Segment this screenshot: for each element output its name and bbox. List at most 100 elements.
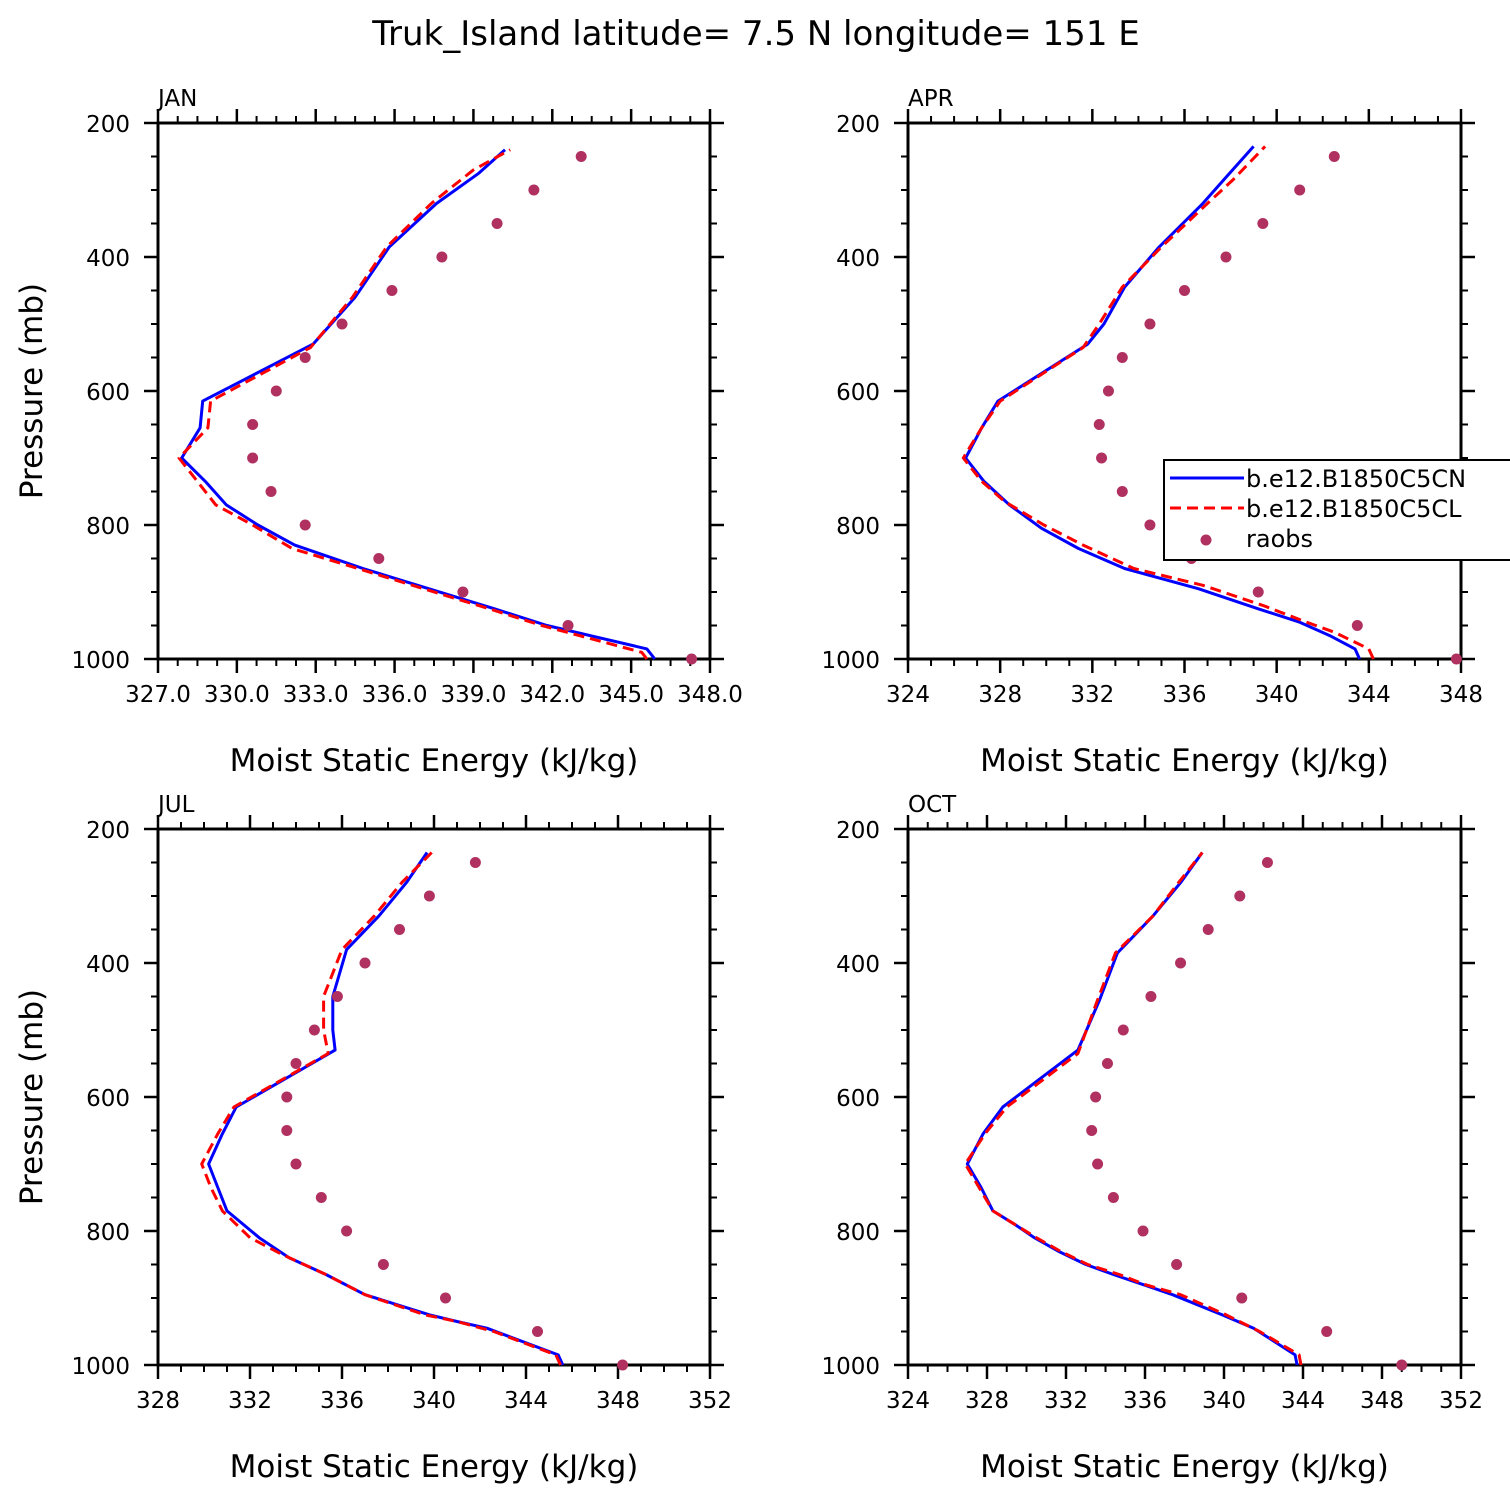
raobs-point	[1096, 452, 1108, 464]
raobs-point	[315, 1192, 327, 1203]
raobs-point	[290, 1158, 302, 1170]
x-tick-label: 345.0	[598, 682, 664, 708]
x-axis-label: Moist Static Energy (kJ/kg)	[980, 1449, 1389, 1485]
x-tick-label: 336	[320, 1388, 364, 1414]
raobs-point	[373, 553, 385, 564]
raobs-point	[299, 519, 311, 531]
x-tick-label: 348	[1360, 1388, 1404, 1414]
y-tick-label: 200	[836, 112, 880, 138]
raobs-point	[386, 285, 398, 296]
x-tick-label: 336	[1123, 1388, 1167, 1414]
y-tick-label: 400	[86, 246, 130, 272]
series-2-line	[961, 145, 1375, 660]
raobs-point	[1092, 1158, 1104, 1170]
raobs-point	[1093, 419, 1105, 430]
raobs-point	[336, 318, 348, 330]
raobs-point	[1179, 285, 1190, 296]
panel-label: OCT	[908, 792, 957, 818]
x-tick-label: 324	[886, 682, 930, 708]
raobs-point	[1261, 857, 1273, 868]
legend-label: raobs	[1246, 525, 1313, 553]
raobs-point	[1144, 318, 1156, 330]
panel-jan: 327.0 330.0 333.0 336.0 339.0 342.0 345.0 348.0…	[14, 86, 743, 779]
series-2-line	[963, 851, 1303, 1366]
x-tick-label: 348.0	[677, 682, 743, 708]
raobs-point	[1117, 1024, 1129, 1036]
x-tick-label: 348	[1439, 682, 1483, 708]
panels: 327.0 330.0 333.0 336.0 339.0 342.0 345.0 348.0…	[14, 86, 1483, 1485]
raobs-point	[532, 1326, 543, 1337]
y-axis-label: Pressure (mb)	[14, 989, 50, 1205]
panel-jul: 328 332 336 340 344 348 352 200 400 600 800 1000 JUL…	[14, 792, 732, 1485]
figure-title: Truk_Island latitude= 7.5 N longitude= 1…	[371, 14, 1140, 54]
x-tick-label: 332	[228, 1388, 272, 1414]
series-1-line	[964, 145, 1361, 660]
raobs-point	[1101, 1058, 1113, 1069]
raobs-point	[377, 1259, 389, 1270]
raobs-point	[1396, 1359, 1408, 1371]
raobs-point	[1102, 385, 1114, 397]
x-tick-label: 352	[1439, 1388, 1483, 1414]
y-tick-label: 600	[836, 1086, 880, 1112]
y-tick-label: 1000	[71, 1354, 130, 1380]
y-tick-label: 1000	[71, 648, 130, 674]
x-tick-label: 330.0	[204, 682, 270, 708]
plot-frame	[906, 121, 1463, 661]
y-tick-label: 400	[836, 246, 880, 272]
raobs-point	[1220, 251, 1232, 263]
x-tick-label: 342.0	[519, 682, 585, 708]
panel-label: JAN	[156, 86, 197, 112]
x-tick-label: 344	[1281, 1388, 1325, 1414]
raobs-point	[1351, 620, 1363, 631]
raobs-point	[394, 924, 405, 935]
panel-label: JUL	[156, 792, 195, 818]
x-tick-label: 344	[1347, 682, 1391, 708]
series-1-line	[180, 148, 656, 660]
x-axis-label: Moist Static Energy (kJ/kg)	[980, 743, 1389, 779]
plot-frame	[156, 827, 712, 1367]
y-axis-label: Pressure (mb)	[14, 283, 50, 499]
x-tick-label: 336.0	[362, 682, 428, 708]
legend-marker-dot	[1200, 534, 1212, 546]
raobs-point	[436, 251, 448, 263]
raobs-point	[1137, 1225, 1149, 1237]
x-tick-label: 332	[1044, 1388, 1088, 1414]
y-tick-label: 800	[836, 514, 880, 540]
raobs-point	[686, 653, 698, 665]
raobs-point	[270, 385, 282, 397]
panel-apr: 324 328 332 336 340 344 348 200 400 600 800 1000 APR…	[821, 86, 1483, 779]
raobs-point	[1116, 486, 1128, 497]
raobs-point	[290, 1058, 302, 1069]
raobs-point	[1257, 218, 1269, 229]
y-tick-label: 200	[836, 818, 880, 844]
raobs-point	[1321, 1326, 1333, 1337]
y-tick-label: 1000	[821, 1354, 880, 1380]
y-tick-label: 800	[836, 1220, 880, 1246]
raobs-point	[457, 586, 469, 598]
y-tick-label: 1000	[821, 648, 880, 674]
legend-label: b.e12.B1850C5CN	[1246, 465, 1466, 493]
raobs-point	[247, 419, 259, 430]
raobs-point	[299, 352, 311, 363]
x-tick-label: 340	[1255, 682, 1299, 708]
series-2-line	[200, 851, 562, 1366]
y-tick-label: 800	[86, 514, 130, 540]
raobs-point	[359, 957, 371, 969]
x-axis-label: Moist Static Energy (kJ/kg)	[230, 1449, 639, 1485]
x-tick-label: 340	[1202, 1388, 1246, 1414]
x-tick-label: 348	[596, 1388, 640, 1414]
series-1-line	[207, 851, 565, 1366]
raobs-point	[1328, 151, 1340, 162]
raobs-point	[528, 184, 540, 196]
raobs-point	[1145, 991, 1157, 1002]
y-tick-label: 600	[86, 1086, 130, 1112]
raobs-point	[1086, 1125, 1098, 1136]
raobs-point	[1294, 184, 1306, 196]
x-tick-label: 332	[1070, 682, 1114, 708]
raobs-point	[265, 486, 277, 497]
raobs-point	[247, 452, 259, 464]
raobs-point	[1171, 1259, 1183, 1270]
raobs-point	[1252, 586, 1264, 598]
y-tick-label: 800	[86, 1220, 130, 1246]
